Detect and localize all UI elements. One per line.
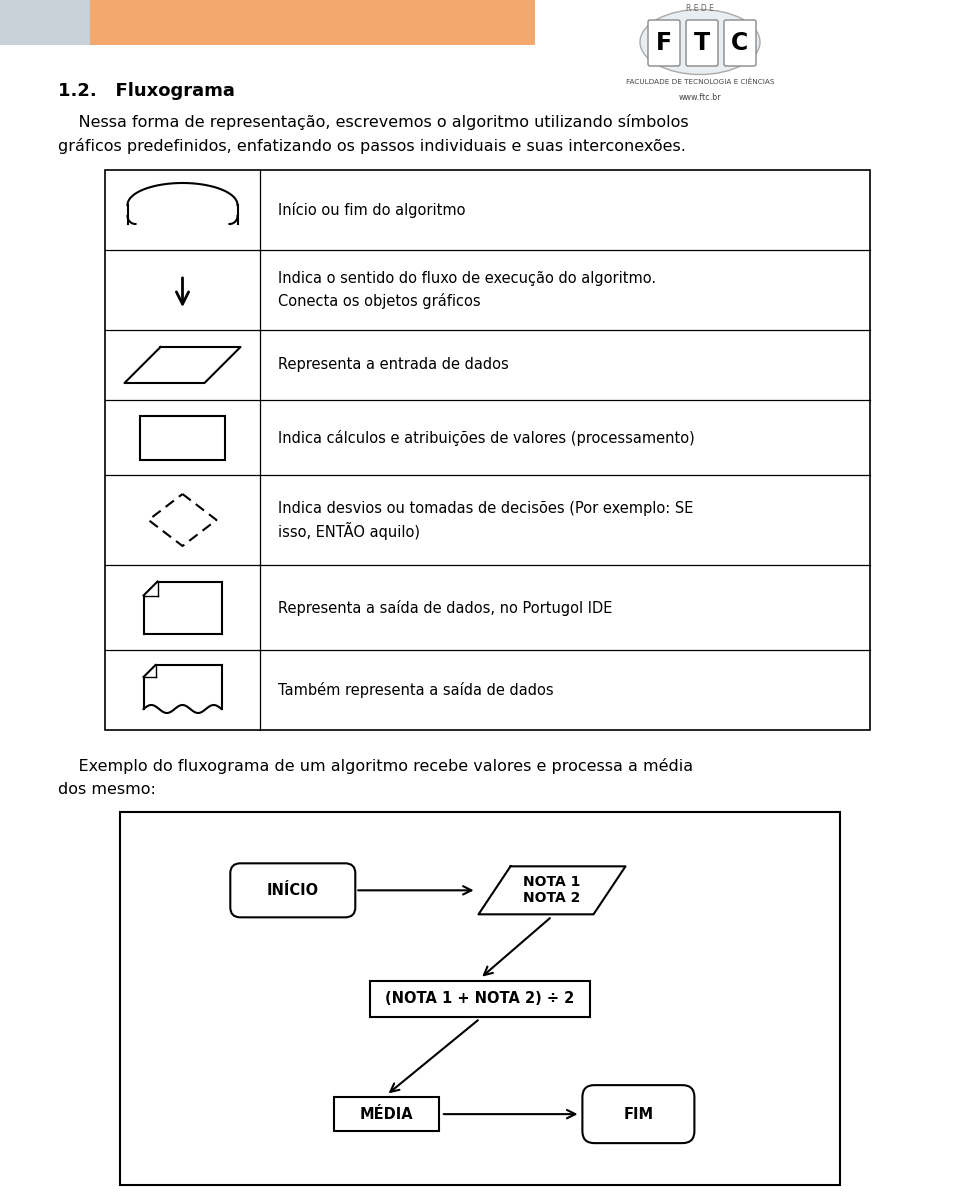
Text: FACULDADE DE TECNOLOGIA E CIÊNCIAS: FACULDADE DE TECNOLOGIA E CIÊNCIAS <box>626 79 775 85</box>
Text: isso, ENTÃO aquilo): isso, ENTÃO aquilo) <box>278 522 420 540</box>
Text: Indica desvios ou tomadas de decisões (Por exemplo: SE: Indica desvios ou tomadas de decisões (P… <box>278 502 693 516</box>
Polygon shape <box>478 866 626 914</box>
Text: Nessa forma de representação, escrevemos o algoritmo utilizando símbolos: Nessa forma de representação, escrevemos… <box>58 114 688 130</box>
Text: NOTA 2: NOTA 2 <box>523 892 581 905</box>
Text: Exemplo do fluxograma de um algoritmo recebe valores e processa a média: Exemplo do fluxograma de um algoritmo re… <box>58 758 693 774</box>
Bar <box>334 1097 439 1132</box>
Bar <box>140 415 225 460</box>
Text: www.ftc.br: www.ftc.br <box>679 92 721 102</box>
FancyBboxPatch shape <box>648 20 680 66</box>
Text: (NOTA 1 + NOTA 2) ÷ 2: (NOTA 1 + NOTA 2) ÷ 2 <box>385 991 575 1006</box>
Text: Indica cálculos e atribuições de valores (processamento): Indica cálculos e atribuições de valores… <box>278 430 695 445</box>
FancyBboxPatch shape <box>230 863 355 917</box>
Text: Conecta os objetos gráficos: Conecta os objetos gráficos <box>278 293 481 308</box>
Bar <box>370 980 590 1016</box>
Text: NOTA 1: NOTA 1 <box>523 875 581 889</box>
Bar <box>0 0 90 44</box>
Text: F: F <box>656 31 672 55</box>
Text: R E D E: R E D E <box>686 4 714 13</box>
FancyBboxPatch shape <box>686 20 718 66</box>
Text: gráficos predefinidos, enfatizando os passos individuais e suas interconexões.: gráficos predefinidos, enfatizando os pa… <box>58 138 685 154</box>
FancyBboxPatch shape <box>724 20 756 66</box>
Text: C: C <box>732 31 749 55</box>
Text: dos mesmo:: dos mesmo: <box>58 782 156 797</box>
Text: MÉDIA: MÉDIA <box>360 1106 413 1122</box>
Text: Início ou fim do algoritmo: Início ou fim do algoritmo <box>278 202 466 218</box>
Text: Também representa a saída de dados: Também representa a saída de dados <box>278 682 554 698</box>
FancyBboxPatch shape <box>583 1085 694 1144</box>
Text: Representa a entrada de dados: Representa a entrada de dados <box>278 358 509 372</box>
Text: Representa a saída de dados, no Portugol IDE: Representa a saída de dados, no Portugol… <box>278 600 612 616</box>
Text: FIM: FIM <box>623 1106 654 1122</box>
Text: Indica o sentido do fluxo de execução do algoritmo.: Indica o sentido do fluxo de execução do… <box>278 271 656 287</box>
Bar <box>105 170 870 730</box>
Bar <box>120 812 840 1186</box>
Ellipse shape <box>640 10 760 74</box>
Text: T: T <box>694 31 710 55</box>
Text: 1.2.   Fluxograma: 1.2. Fluxograma <box>58 82 235 100</box>
Text: INÍCIO: INÍCIO <box>267 883 319 898</box>
Bar <box>90 0 535 44</box>
